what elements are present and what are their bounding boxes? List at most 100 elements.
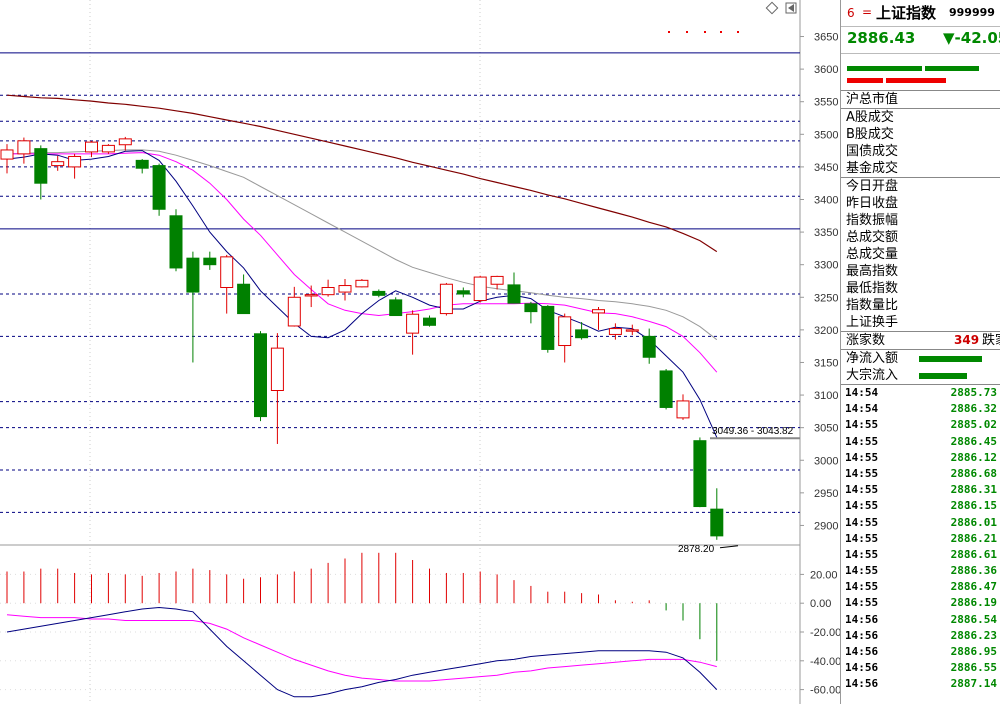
candle-body [169, 215, 183, 269]
green-bar-1 [847, 66, 922, 71]
tick-list[interactable]: 14:54 2885.73 14:54 2886.32 14:55 2885.02 14:5… [841, 384, 1000, 693]
red-bar-2 [886, 78, 946, 83]
tick-row: 14:54 2885.73 [841, 385, 1000, 401]
diamond-icon [765, 1, 779, 15]
tick-time: 14:55 [845, 515, 879, 529]
candle-body [101, 144, 115, 153]
candle-body [68, 155, 82, 168]
tick-price: 2886.68 [950, 466, 997, 480]
index-code: 999999 [949, 6, 995, 19]
candle-body [575, 329, 589, 339]
tick-price: 2886.32 [950, 402, 997, 416]
ma60-line [6, 94, 718, 253]
kline-chart-area[interactable]: 3650 3600 3550 3500 3450 3400 3350 3300 3250 3200… [0, 0, 840, 704]
tick-price: 2886.23 [950, 628, 997, 642]
market-cap-label: 沪总市值 [846, 92, 899, 107]
tick-price: 2886.54 [950, 612, 997, 626]
indicator-axis-label: -60.00 [810, 685, 840, 697]
a-share-volume-label: A股成交 [846, 110, 894, 125]
candle-body [456, 290, 470, 295]
candle-body [439, 283, 453, 315]
dif-line [6, 606, 718, 698]
advancers-label: 涨家数 [846, 333, 886, 348]
green-bar-2 [925, 66, 979, 71]
candle-body [51, 161, 65, 167]
tick-row: 14:56 2886.55 [841, 660, 1000, 676]
candle-body [270, 347, 284, 392]
price-axis-label: 3550 [814, 97, 838, 109]
price-axis-label: 3450 [814, 162, 838, 174]
tick-price: 2887.14 [950, 677, 997, 691]
candle-body [118, 138, 132, 146]
price-axis-label: 3150 [814, 357, 838, 369]
candle-body [135, 159, 149, 169]
tick-price: 2886.45 [950, 434, 997, 448]
indicator-axis-label: 20.00 [810, 569, 838, 581]
tick-price: 2886.95 [950, 645, 997, 658]
tick-row: 14:55 2886.19 [841, 595, 1000, 611]
breadth-section: 涨家数 349 跌家数 [841, 331, 1000, 349]
candle-body [338, 285, 352, 293]
candle-body [17, 140, 31, 155]
index-marker: = [862, 5, 873, 19]
quote-label: 总成交量 [846, 247, 899, 262]
decliners-label: 跌家数 [982, 333, 1000, 348]
candle-body [304, 294, 318, 297]
candle-body [710, 508, 724, 537]
price-row: 2886.43 ▼-42.05 [841, 26, 1000, 53]
dea-line [6, 614, 717, 682]
price-axis-label: 3050 [814, 423, 838, 435]
tick-time: 14:55 [845, 483, 879, 497]
tick-price: 2886.47 [950, 580, 997, 594]
annotation-low-label: 2878.20 [678, 544, 715, 555]
tick-row: 14:56 2886.23 [841, 628, 1000, 644]
market-cap-section: 沪总市值 [841, 90, 1000, 108]
tick-time: 14:55 [845, 434, 879, 448]
candle-body [507, 284, 521, 304]
tick-time: 14:56 [845, 661, 879, 675]
net-inflow-bar [919, 356, 982, 362]
price-axis-label: 3250 [814, 292, 838, 304]
tick-time: 14:55 [845, 499, 879, 513]
candle-body [389, 299, 403, 317]
tick-time: 14:56 [845, 612, 879, 626]
candle-body [625, 329, 639, 332]
candle-body [152, 165, 166, 210]
quote-label: 上证换手 [846, 315, 899, 330]
tick-row: 14:56 2886.54 [841, 612, 1000, 628]
candle-body [287, 296, 301, 327]
price-axis-label: 3100 [814, 390, 838, 402]
arrow-left-icon [788, 4, 794, 12]
tick-row: 14:55 2886.36 [841, 563, 1000, 579]
tick-row: 14:55 2886.12 [841, 450, 1000, 466]
tick-price: 2886.19 [950, 596, 997, 610]
tick-time: 14:55 [845, 450, 879, 464]
tick-time: 14:55 [845, 418, 879, 432]
price-axis-label: 3500 [814, 129, 838, 141]
price-axis-label: 3300 [814, 260, 838, 272]
candle-body [237, 283, 251, 315]
price-axis-label: 3600 [814, 64, 838, 76]
candle-body [372, 290, 386, 296]
tick-row: 14:55 2886.47 [841, 579, 1000, 595]
net-inflow-label: 净流入额 [846, 351, 899, 366]
candle-body [642, 335, 656, 358]
tick-row: 14:55 2886.21 [841, 531, 1000, 547]
tick-row: 14:55 2886.68 [841, 466, 1000, 482]
tick-row: 14:56 2887.14 [841, 676, 1000, 692]
annotation-high-label: 3049.36 - 3043.82 [712, 426, 794, 437]
price-change: ▼-42.05 [943, 29, 1000, 47]
kline-chart-svg[interactable]: 3650 3600 3550 3500 3450 3400 3350 3300 3250 3200… [0, 0, 840, 704]
quote-label: 最低指数 [846, 281, 899, 296]
quote-label: 最高指数 [846, 264, 899, 279]
tick-row: 14:55 2886.01 [841, 515, 1000, 531]
tick-time: 14:55 [845, 466, 879, 480]
index-name[interactable]: 上证指数 [876, 4, 937, 22]
last-price: 2886.43 [847, 29, 916, 47]
index-header: 6 = 上证指数 999999 [841, 0, 1000, 26]
candle-body [659, 370, 673, 408]
tick-time: 14:55 [845, 531, 879, 545]
breadth-row: 涨家数 349 跌家数 [841, 332, 1000, 349]
tick-time: 14:56 [845, 628, 879, 642]
bond-volume-label: 国债成交 [846, 144, 899, 159]
